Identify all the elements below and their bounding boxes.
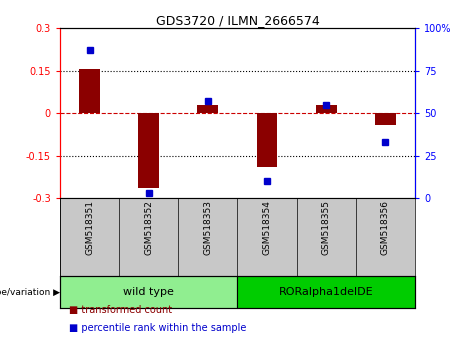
Bar [79, 69, 100, 113]
Text: GSM518351: GSM518351 [85, 200, 94, 255]
Bar [375, 113, 396, 125]
Text: GSM518352: GSM518352 [144, 200, 153, 255]
Text: GSM518353: GSM518353 [203, 200, 213, 255]
Text: GSM518355: GSM518355 [322, 200, 331, 255]
Bar [316, 105, 337, 113]
Bar [257, 113, 278, 167]
Bar [60, 276, 237, 308]
Text: genotype/variation ▶: genotype/variation ▶ [0, 287, 60, 297]
Bar [237, 276, 415, 308]
Title: GDS3720 / ILMN_2666574: GDS3720 / ILMN_2666574 [155, 14, 319, 27]
Text: GSM518356: GSM518356 [381, 200, 390, 255]
Bar [138, 113, 159, 188]
Text: RORalpha1delDE: RORalpha1delDE [279, 287, 373, 297]
Text: ■ percentile rank within the sample: ■ percentile rank within the sample [69, 322, 247, 333]
Text: wild type: wild type [123, 287, 174, 297]
Text: ■ transformed count: ■ transformed count [69, 305, 172, 315]
Text: GSM518354: GSM518354 [262, 200, 272, 255]
Bar [197, 105, 218, 113]
